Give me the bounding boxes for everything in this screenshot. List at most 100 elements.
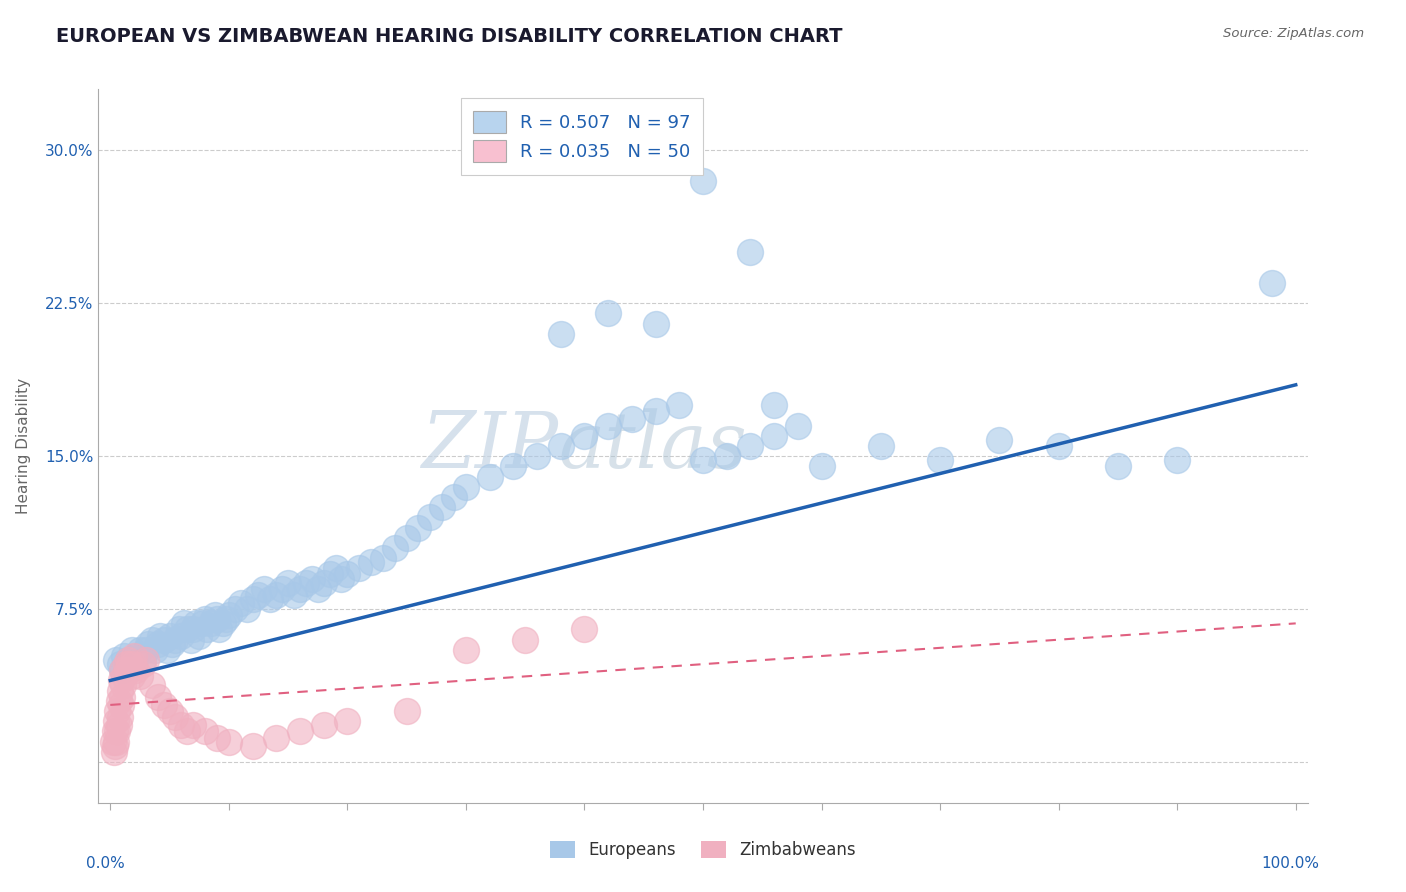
Point bbox=[264, 588, 287, 602]
Point bbox=[120, 663, 142, 677]
Point bbox=[152, 632, 174, 647]
Point bbox=[454, 643, 477, 657]
Point bbox=[114, 648, 136, 663]
Point bbox=[110, 673, 132, 688]
Point bbox=[143, 643, 166, 657]
Point bbox=[121, 643, 143, 657]
Point bbox=[224, 602, 246, 616]
Point bbox=[419, 510, 441, 524]
Text: ZIP: ZIP bbox=[420, 408, 558, 484]
Point bbox=[121, 657, 143, 672]
Point bbox=[271, 582, 294, 596]
Point bbox=[149, 629, 172, 643]
Point bbox=[371, 551, 394, 566]
Point bbox=[312, 718, 335, 732]
Point bbox=[215, 612, 238, 626]
Point bbox=[668, 398, 690, 412]
Point bbox=[125, 648, 148, 663]
Point bbox=[101, 734, 124, 748]
Point bbox=[197, 623, 219, 637]
Point bbox=[644, 317, 666, 331]
Point bbox=[141, 632, 163, 647]
Point bbox=[160, 637, 183, 651]
Point bbox=[108, 683, 131, 698]
Point bbox=[156, 643, 179, 657]
Point bbox=[159, 704, 181, 718]
Point bbox=[295, 575, 318, 590]
Text: EUROPEAN VS ZIMBABWEAN HEARING DISABILITY CORRELATION CHART: EUROPEAN VS ZIMBABWEAN HEARING DISABILIT… bbox=[56, 27, 842, 45]
Point bbox=[191, 616, 214, 631]
Point bbox=[869, 439, 891, 453]
Point bbox=[288, 724, 311, 739]
Point bbox=[515, 632, 537, 647]
Point bbox=[107, 694, 129, 708]
Point bbox=[103, 745, 125, 759]
Point bbox=[229, 596, 252, 610]
Point bbox=[550, 326, 572, 341]
Point bbox=[122, 648, 145, 663]
Point bbox=[1107, 459, 1129, 474]
Point bbox=[114, 657, 136, 672]
Text: Source: ZipAtlas.com: Source: ZipAtlas.com bbox=[1223, 27, 1364, 40]
Point bbox=[205, 731, 228, 745]
Point bbox=[763, 429, 786, 443]
Point bbox=[136, 637, 159, 651]
Point bbox=[1047, 439, 1070, 453]
Point bbox=[325, 561, 347, 575]
Text: atlas: atlas bbox=[558, 408, 747, 484]
Point bbox=[212, 616, 235, 631]
Point bbox=[111, 663, 134, 677]
Point bbox=[110, 698, 132, 712]
Point bbox=[159, 629, 181, 643]
Point bbox=[929, 453, 952, 467]
Point bbox=[384, 541, 406, 555]
Point bbox=[644, 404, 666, 418]
Point bbox=[307, 582, 329, 596]
Point bbox=[264, 731, 287, 745]
Point bbox=[104, 724, 127, 739]
Point bbox=[478, 469, 501, 483]
Point bbox=[205, 612, 228, 626]
Point bbox=[125, 663, 148, 677]
Point bbox=[347, 561, 370, 575]
Point bbox=[218, 608, 240, 623]
Text: 0.0%: 0.0% bbox=[86, 856, 125, 871]
Point bbox=[502, 459, 524, 474]
Point bbox=[1166, 453, 1188, 467]
Point bbox=[105, 704, 128, 718]
Point bbox=[184, 616, 207, 631]
Point bbox=[132, 657, 155, 672]
Point bbox=[167, 623, 190, 637]
Point bbox=[716, 449, 738, 463]
Point bbox=[114, 669, 136, 683]
Text: 100.0%: 100.0% bbox=[1261, 856, 1320, 871]
Point bbox=[122, 657, 145, 672]
Point bbox=[129, 643, 152, 657]
Point bbox=[988, 433, 1011, 447]
Point bbox=[115, 663, 138, 677]
Point bbox=[692, 453, 714, 467]
Legend: Europeans, Zimbabweans: Europeans, Zimbabweans bbox=[543, 834, 863, 866]
Point bbox=[242, 591, 264, 606]
Point bbox=[105, 653, 128, 667]
Point bbox=[194, 724, 217, 739]
Point bbox=[129, 669, 152, 683]
Point bbox=[763, 398, 786, 412]
Point bbox=[360, 555, 382, 569]
Point bbox=[121, 669, 143, 683]
Point bbox=[141, 677, 163, 691]
Point bbox=[117, 653, 139, 667]
Point bbox=[170, 629, 193, 643]
Point bbox=[443, 490, 465, 504]
Point bbox=[117, 653, 139, 667]
Point bbox=[288, 582, 311, 596]
Point bbox=[105, 724, 128, 739]
Point bbox=[1261, 276, 1284, 290]
Point bbox=[395, 704, 418, 718]
Point bbox=[208, 623, 231, 637]
Point bbox=[135, 643, 157, 657]
Point bbox=[550, 439, 572, 453]
Point bbox=[108, 710, 131, 724]
Point bbox=[107, 718, 129, 732]
Point bbox=[181, 718, 204, 732]
